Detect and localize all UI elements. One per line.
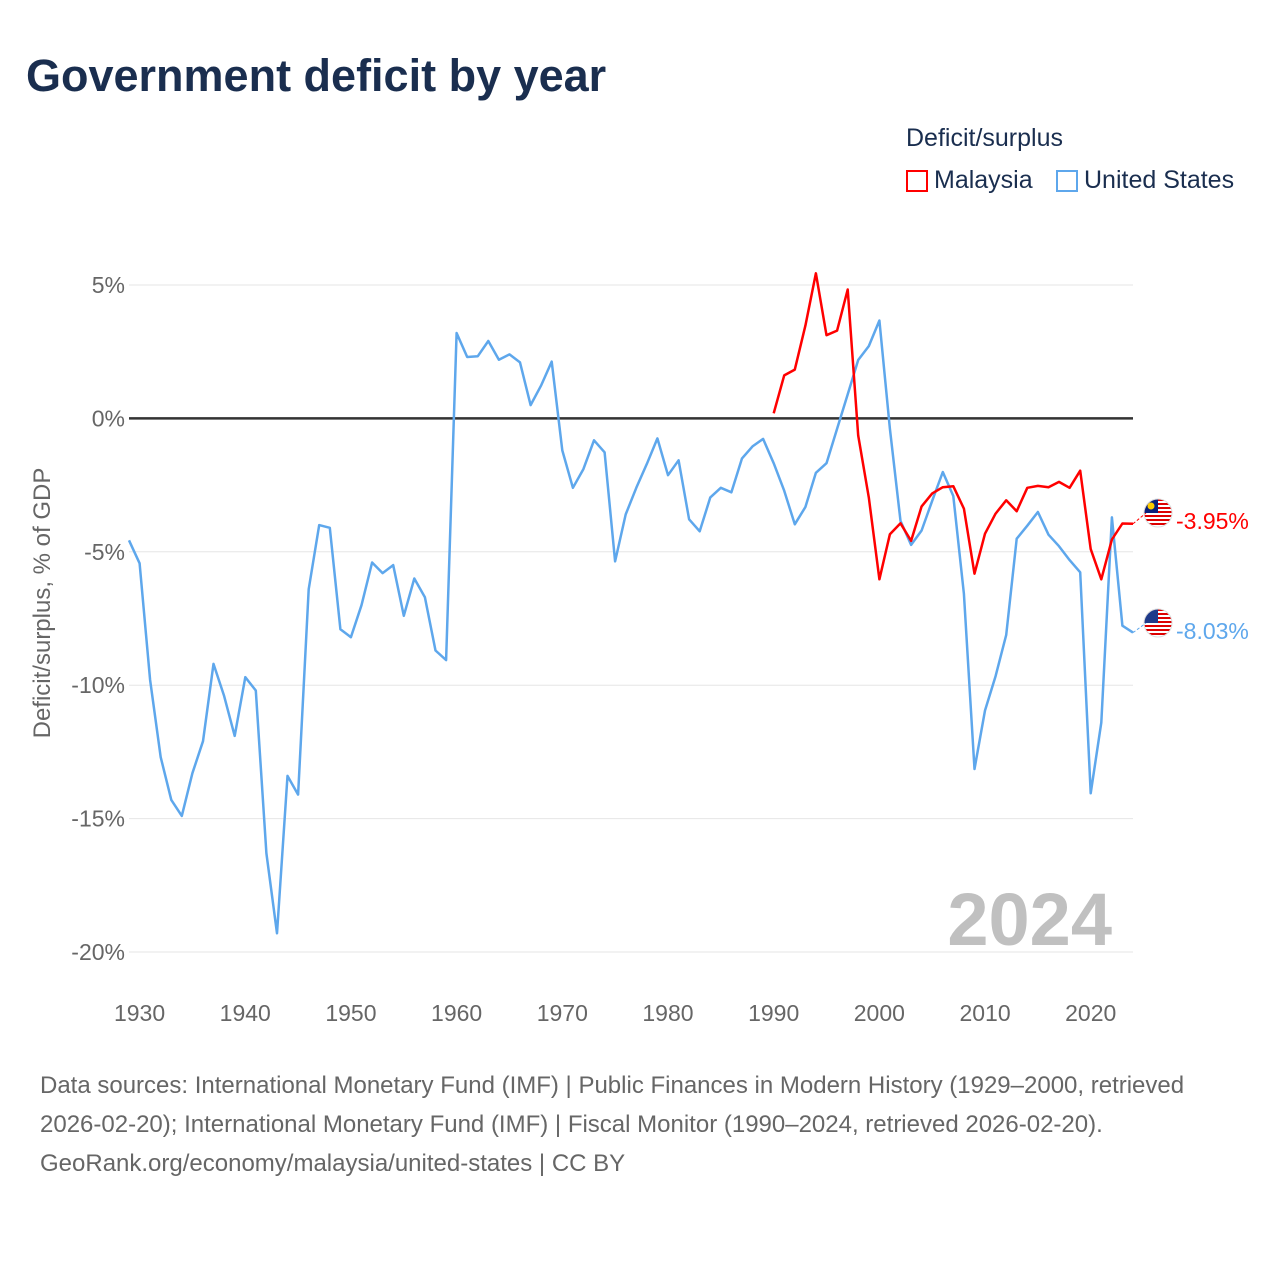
series-group [127, 272, 1134, 935]
end-connector-malaysia [1132, 512, 1147, 525]
x-tick-label: 2010 [959, 1000, 1010, 1026]
us-flag-icon [1143, 608, 1173, 638]
flag-stripe [1144, 633, 1172, 635]
year-watermark: 2024 [947, 878, 1112, 961]
x-tick-label: 1930 [114, 1000, 165, 1026]
series-line-malaysia [772, 272, 1134, 581]
data-sources: Data sources: International Monetary Fun… [40, 1072, 1185, 1138]
x-tick-label: 2020 [1065, 1000, 1116, 1026]
y-tick-label: -10% [71, 672, 125, 698]
series-line-united-states [127, 319, 1134, 935]
end-label-united-states: -8.03% [1176, 618, 1249, 644]
flag-stripe [1144, 523, 1172, 525]
legend-item-united-states[interactable]: United States [1056, 166, 1234, 195]
chart-title: Government deficit by year [26, 50, 607, 101]
legend-label-united-states: United States [1084, 166, 1235, 194]
grid: 5% 0% -5% -10% -15% -20% 1930 1940 1950 1960 1970 1… [71, 272, 1133, 1026]
legend-label-malaysia: Malaysia [934, 166, 1033, 194]
legend-title: Deficit/surplus [906, 124, 1063, 152]
end-labels: -8.03% -3.95% [1132, 498, 1249, 644]
end-label-malaysia: -3.95% [1176, 508, 1249, 534]
credit-link[interactable]: GeoRank.org/economy/malaysia/united-stat… [40, 1150, 626, 1177]
legend-swatch-malaysia [906, 169, 928, 192]
flag-border [1143, 498, 1173, 528]
legend-item-malaysia[interactable]: Malaysia [906, 166, 1033, 195]
malaysia-flag-icon [1143, 498, 1173, 528]
flag-stripe [1144, 519, 1172, 521]
x-tick-label: 1960 [431, 1000, 482, 1026]
end-connector-united-states [1132, 622, 1147, 634]
y-tick-label: -5% [84, 539, 125, 565]
y-tick-label: 5% [92, 272, 125, 298]
x-tick-label: 1950 [325, 1000, 376, 1026]
legend-swatch-united-states [1056, 169, 1078, 192]
y-tick-label: -15% [71, 806, 125, 832]
flag-stripe [1144, 625, 1172, 627]
y-tick-label: 0% [92, 405, 125, 431]
flag-stripe [1144, 515, 1172, 517]
chart-area: 5% 0% -5% -10% -15% -20% 1930 1940 1950 1960 1970 1… [29, 272, 1249, 1026]
x-tick-label: 2000 [854, 1000, 905, 1026]
flag-border [1143, 608, 1173, 638]
x-tick-label: 1980 [642, 1000, 693, 1026]
footer: Data sources: International Monetary Fun… [40, 1066, 1240, 1183]
x-tick-label: 1940 [220, 1000, 271, 1026]
y-axis-label: Deficit/surplus, % of GDP [29, 468, 56, 739]
y-tick-label: -20% [71, 939, 125, 965]
flag-crescent [1147, 502, 1155, 510]
x-tick-label: 1970 [537, 1000, 588, 1026]
x-tick-label: 1990 [748, 1000, 799, 1026]
flag-stripe [1144, 629, 1172, 631]
